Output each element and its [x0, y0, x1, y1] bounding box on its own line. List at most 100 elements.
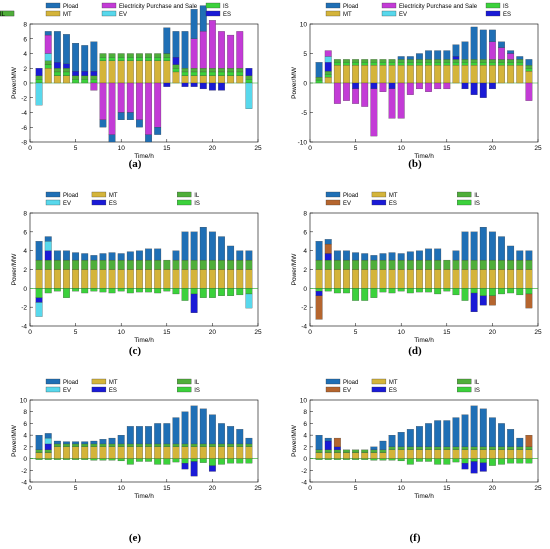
legend-label: ES — [389, 388, 397, 394]
bar-is — [452, 62, 460, 66]
bar-mt — [181, 269, 189, 289]
bar-is — [516, 62, 524, 66]
x-tick-label: 15 — [163, 145, 171, 152]
bar-mt — [172, 71, 180, 84]
y-tick-label: 6 — [303, 229, 307, 236]
bar-mt — [44, 452, 52, 459]
bar-pload — [488, 417, 496, 447]
bar-il — [333, 259, 341, 270]
y-tick-label: 8 — [23, 22, 27, 29]
bar-mt — [461, 449, 469, 459]
bar-is — [117, 458, 125, 462]
bar-mt — [452, 449, 460, 459]
bar-is — [333, 458, 341, 460]
bar-ev — [44, 241, 52, 251]
bar-pload — [136, 426, 143, 445]
bar-is — [315, 458, 323, 460]
bar-mt — [136, 60, 143, 84]
bar-pload — [315, 62, 323, 78]
legend-label: Pload — [63, 4, 78, 10]
legend-swatch — [325, 199, 341, 206]
y-tick-label: 4 — [23, 433, 27, 440]
bar-is — [343, 62, 350, 66]
bar-pload — [470, 231, 478, 261]
chart-panel-3: -4 -2 0 2 4 6 8 0 5 10 15 20 25 Time/h Power/MW Pload MT… — [11, 191, 262, 344]
bar-mt — [136, 446, 143, 459]
bar-electricity-purchase-and-sale — [199, 31, 207, 69]
bar-pload — [108, 134, 116, 143]
bar-pload — [218, 423, 225, 445]
legend-label: Pload — [63, 380, 78, 386]
bar-is — [352, 62, 360, 66]
y-tick-label: 2 — [303, 267, 307, 274]
bar-is — [406, 288, 414, 294]
bar-il — [90, 259, 98, 270]
y-tick-label: 8 — [303, 211, 307, 218]
bar-electricity-purchase-and-sale — [108, 82, 116, 135]
bar-il — [361, 59, 369, 63]
bar-mt — [525, 269, 533, 289]
bar-il — [44, 60, 52, 65]
bar-il — [443, 259, 451, 270]
legend-swatch — [45, 199, 61, 206]
bar-mt — [498, 449, 505, 459]
bar-es — [90, 71, 98, 76]
bar-es — [208, 465, 216, 472]
bar-es — [181, 463, 189, 470]
y-tick-label: 4 — [23, 248, 27, 255]
bar-pload — [108, 437, 116, 445]
bar-electricity-purchase-and-sale — [488, 41, 496, 60]
bar-is — [470, 458, 478, 462]
y-tick-label: 6 — [23, 421, 27, 428]
bar-is — [452, 458, 460, 463]
legend-swatch — [371, 386, 387, 393]
bar-electricity-purchase-and-sale — [324, 50, 332, 57]
bar-il — [434, 446, 442, 450]
x-tick-label: 0 — [28, 145, 32, 152]
chart-panel-6: -4 -2 0 2 4 6 8 10 0 5 10 15 20 25 Time/h Power/MW Pload… — [291, 378, 542, 500]
bar-il — [154, 53, 162, 58]
bar-is — [181, 71, 189, 76]
bar-mt — [90, 269, 98, 289]
bar-pload — [507, 245, 515, 261]
bar-il — [452, 446, 460, 450]
bar-il — [99, 443, 107, 447]
bar-il — [236, 68, 244, 73]
bar-pload — [99, 253, 107, 261]
legend-label: MT — [109, 193, 118, 199]
bar-ev — [44, 437, 52, 445]
bar-is — [99, 458, 107, 461]
bar-pload — [63, 441, 70, 445]
bar-is — [397, 288, 405, 292]
bar-il — [406, 446, 414, 450]
bar-il — [44, 259, 52, 270]
y-axis-label: Power/MW — [11, 253, 18, 286]
bar-is — [199, 458, 207, 463]
legend-swatch — [205, 10, 221, 17]
bar-is — [90, 458, 98, 461]
bar-mt — [343, 269, 350, 289]
bar-il — [227, 68, 235, 73]
panel-letter-f: (f) — [409, 532, 421, 544]
bar-il — [324, 71, 332, 75]
bar-il — [507, 259, 515, 270]
panel-letter-d: (d) — [408, 345, 422, 357]
bar-il — [245, 259, 253, 270]
bar-is — [236, 288, 244, 296]
bar-il — [434, 259, 442, 270]
bar-mt — [172, 269, 180, 289]
bar-pload — [126, 112, 134, 120]
bar-electricity-purchase-and-sale — [370, 88, 378, 137]
bar-is — [488, 458, 496, 466]
bar-pload — [443, 50, 451, 60]
legend-label: MT — [63, 12, 72, 18]
bar-electricity-purchase-and-sale — [136, 82, 143, 120]
bar-electricity-purchase-and-sale — [525, 82, 533, 101]
bar-is — [245, 288, 253, 295]
bar-il — [172, 443, 180, 447]
bar-il — [81, 259, 89, 270]
bar-il — [63, 68, 70, 73]
bar-pload — [416, 250, 423, 261]
bar-es — [44, 250, 52, 261]
bar-is — [53, 71, 61, 76]
